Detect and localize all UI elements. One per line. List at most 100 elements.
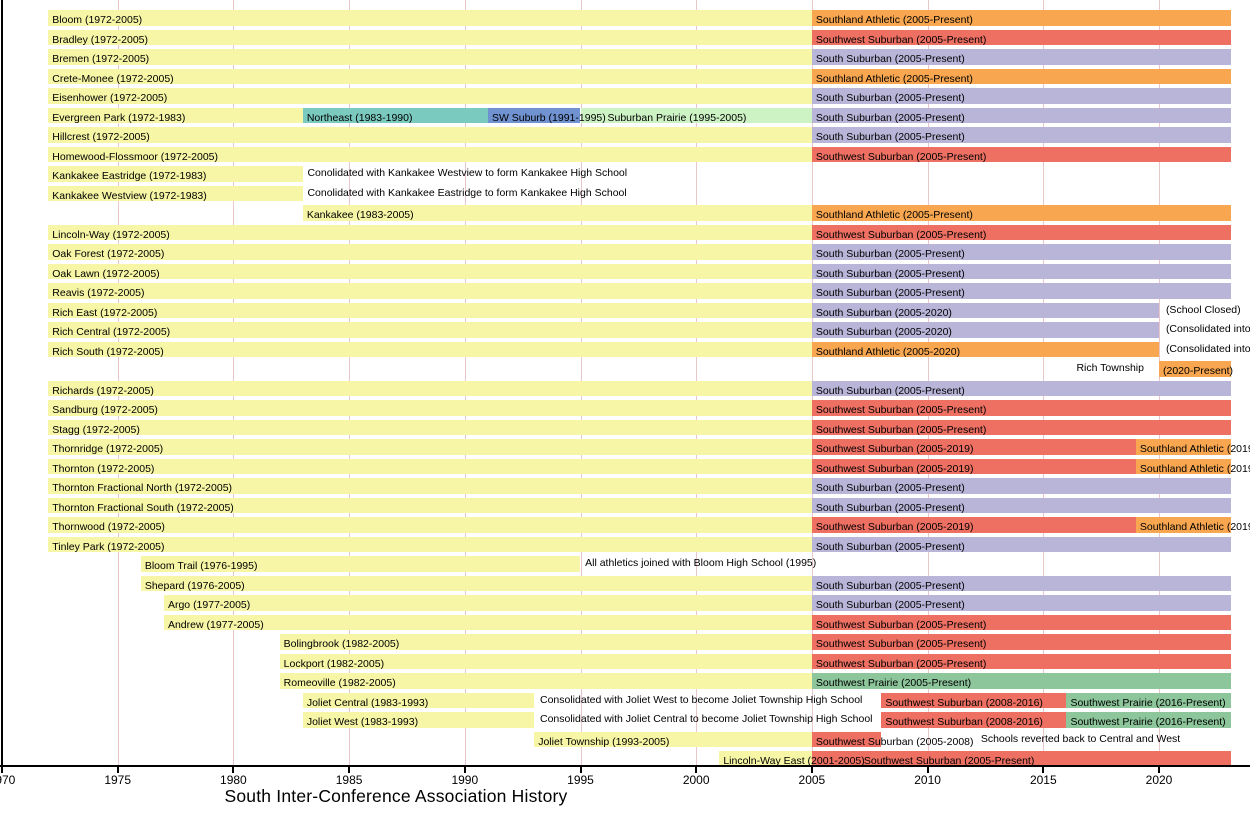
bar-segment: (2020-Present) xyxy=(1159,361,1233,377)
bar-label: Southwest Suburban (2005-Present) xyxy=(815,150,987,163)
bar-label: Thornridge (1972-2005) xyxy=(52,443,164,455)
bar-segment: Homewood-Flossmoor (1972-2005) xyxy=(48,146,812,163)
bar-label: Homewood-Flossmoor (1972-2005) xyxy=(52,150,219,163)
bar-label: Southwest Suburban (2005-Present) xyxy=(815,228,987,241)
bar-segment: Evergreen Park (1972-1983) xyxy=(48,107,303,124)
row-note: Consolidated with Joliet Central to beco… xyxy=(540,713,873,725)
row-note: (Consolidated into xyxy=(1165,342,1250,355)
timeline-row: Thornridge (1972-2005) Southwest Suburban… xyxy=(0,439,1250,455)
bar-segment: Suburban Prairie (1995-2005) xyxy=(580,107,812,124)
timeline-row: Joliet Township (1993-2005) Southwest Sub… xyxy=(0,731,1250,748)
bar-label: Southland Athletic (2005-Present) xyxy=(815,209,973,221)
timeline-row: Richards (1972-2005) South Suburban (2005… xyxy=(0,380,1250,397)
bar-label: Bloom (1972-2005) xyxy=(52,14,143,26)
row-note: Conolidated with Kankakee Eastridge to f… xyxy=(307,186,627,199)
bar-segment: SW Suburb (1991-1995) xyxy=(487,107,606,124)
bar-label: Crete-Monee (1972-2005) xyxy=(52,72,174,85)
bar-label: Tinley Park (1972-2005) xyxy=(52,540,165,553)
bar-label: Bolingbrook (1982-2005) xyxy=(283,638,400,650)
x-axis-tick xyxy=(116,767,119,773)
bar-label: South Suburban (2005-2020) xyxy=(815,326,952,338)
bar-label: South Suburban (2005-Present) xyxy=(815,92,965,104)
bar-segment: Thornton Fractional South (1972-2005) xyxy=(48,497,812,514)
timeline-row: Shepard (1976-2005) South Suburban (2005-… xyxy=(0,575,1250,592)
bar-label: Joliet West (1983-1993) xyxy=(306,716,419,728)
bar-segment: Thornridge (1972-2005) xyxy=(48,439,812,455)
bar-label: Southwest Suburban (2005-2019) xyxy=(815,462,974,475)
bar-label: South Suburban (2005-2020) xyxy=(815,306,952,319)
bar-segment: Romeoville (1982-2005) xyxy=(279,673,812,689)
bar-segment: Southwest Suburban (2005-Present) xyxy=(811,614,1231,631)
x-axis-tick xyxy=(695,767,698,773)
bar-label: South Suburban (2005-Present) xyxy=(815,482,965,494)
bar-label: Rich Central (1972-2005) xyxy=(52,326,171,338)
bar-label: South Suburban (2005-Present) xyxy=(815,287,965,299)
bar-segment: Southwest Prairie (2016-Present) xyxy=(1066,692,1231,709)
bar-segment: Northeast (1983-1990) xyxy=(302,107,488,124)
timeline-row: Thornton Fractional South (1972-2005) Sou… xyxy=(0,497,1250,514)
timeline-row: Kankakee Westview (1972-1983) Conolidated… xyxy=(0,185,1250,202)
bar-segment: Southwest Suburban (2005-Present) xyxy=(811,653,1231,670)
bar-segment: Southwest Suburban (2005-Present) xyxy=(811,634,1231,650)
bar-label: Reavis (1972-2005) xyxy=(52,287,145,299)
bar-label: Bloom Trail (1976-1995) xyxy=(144,560,258,572)
bar-segment: Andrew (1977-2005) xyxy=(163,614,812,631)
timeline-row: Stagg (1972-2005) Southwest Suburban (200… xyxy=(0,419,1250,436)
bar-segment: Joliet Central (1983-1993) xyxy=(302,692,535,709)
bar-label: Southland Athletic (2005-Present) xyxy=(815,14,973,26)
timeline-row: Oak Lawn (1972-2005) South Suburban (2005… xyxy=(0,263,1250,280)
bar-label: Rich South (1972-2005) xyxy=(52,345,164,358)
bar-segment: South Suburban (2005-2020) xyxy=(811,302,1159,319)
bar-segment: Rich East (1972-2005) xyxy=(48,302,812,319)
timeline-row: Lincoln-Way (1972-2005) Southwest Suburba… xyxy=(0,224,1250,241)
x-axis-tick xyxy=(579,767,582,773)
bar-label: Bradley (1972-2005) xyxy=(52,33,148,46)
bar-label: Richards (1972-2005) xyxy=(52,384,154,397)
bar-label: Southwest Suburban (2005-Present) xyxy=(863,755,1035,767)
bar-segment: Southwest Suburban (2005-2019) xyxy=(811,439,1136,455)
bar-label: Southland Athletic (2019 xyxy=(1139,462,1250,475)
bar-segment: Reavis (1972-2005) xyxy=(48,283,812,299)
timeline-row: Andrew (1977-2005) Southwest Suburban (20… xyxy=(0,614,1250,631)
bar-label: Shepard (1976-2005) xyxy=(144,579,245,592)
bar-label: Lincoln-Way (1972-2005) xyxy=(52,228,170,241)
x-axis-tick-label: 1990 xyxy=(451,773,479,787)
bar-label: SW Suburb (1991-1995) xyxy=(491,111,606,124)
x-axis-tick-label: 2020 xyxy=(1145,773,1173,787)
timeline-row: Eisenhower (1972-2005) South Suburban (20… xyxy=(0,88,1250,104)
bar-label: Southland Athletic (2019 xyxy=(1139,521,1250,533)
bar-label: Thornwood (1972-2005) xyxy=(52,521,165,533)
bar-segment: Oak Lawn (1972-2005) xyxy=(48,263,812,280)
bar-segment: Southland Athletic (2005-Present) xyxy=(811,10,1231,26)
x-axis-tick-label: 2000 xyxy=(682,773,710,787)
bar-label: Thornton Fractional North (1972-2005) xyxy=(52,482,233,494)
bar-label: Thornton (1972-2005) xyxy=(52,462,155,475)
bar-label: Southwest Prairie (2016-Present) xyxy=(1070,696,1226,709)
bar-label: Bremen (1972-2005) xyxy=(52,53,150,65)
bar-segment: Bolingbrook (1982-2005) xyxy=(279,634,812,650)
timeline-row: Reavis (1972-2005) South Suburban (2005-P… xyxy=(0,283,1250,299)
bar-label: Kankakee Westview (1972-1983) xyxy=(52,189,207,202)
bar-label: Southwest Suburban (2005-Present) xyxy=(815,33,987,46)
bar-segment: Southwest Prairie (2005-Present) xyxy=(811,673,1231,689)
bar-segment: Stagg (1972-2005) xyxy=(48,419,812,436)
bar-segment: Lincoln-Way (1972-2005) xyxy=(48,224,812,241)
bar-label: Southland Athletic (2005-2020) xyxy=(815,345,961,358)
bar-segment: Thornwood (1972-2005) xyxy=(48,517,812,533)
timeline-row: Argo (1977-2005) South Suburban (2005-Pre… xyxy=(0,595,1250,611)
bar-segment: Southland Athletic (2005-Present) xyxy=(811,205,1231,221)
timeline-row: Tinley Park (1972-2005) South Suburban (2… xyxy=(0,536,1250,553)
bar-segment: South Suburban (2005-Present) xyxy=(811,536,1231,553)
bar-segment: Eisenhower (1972-2005) xyxy=(48,88,812,104)
bar-segment: Hillcrest (1972-2005) xyxy=(48,127,812,143)
timeline-row: Sandburg (1972-2005) Southwest Suburban (… xyxy=(0,400,1250,416)
bar-segment: Southland Athletic (2019 xyxy=(1135,439,1250,455)
bar-label: Southland Athletic (2005-Present) xyxy=(815,72,973,85)
bar-label: Kankakee (1983-2005) xyxy=(306,209,414,221)
bar-label: Southwest Suburban (2008-2016) xyxy=(885,716,1043,728)
timeline-row: Rich South (1972-2005) Southland Athletic… xyxy=(0,341,1250,358)
timeline-row: Thornton Fractional North (1972-2005) Sou… xyxy=(0,478,1250,494)
bar-label: Eisenhower (1972-2005) xyxy=(52,92,168,104)
bar-segment: Thornton (1972-2005) xyxy=(48,458,812,475)
bar-segment: Southwest Suburban (2005-Present) xyxy=(811,146,1231,163)
